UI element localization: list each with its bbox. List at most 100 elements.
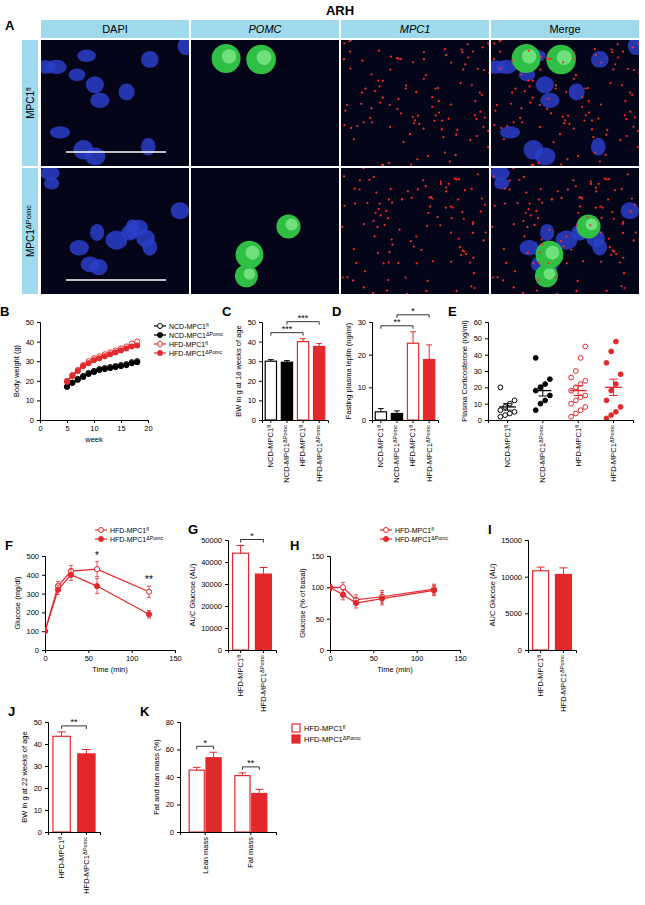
text-part: HFD-MPC1: [169, 350, 205, 357]
mpc1-dot: [360, 103, 362, 105]
error-bar: [330, 584, 332, 590]
tick: 60: [474, 318, 488, 327]
tick-mark: [225, 606, 228, 607]
legend-marker: [158, 351, 163, 356]
mpc1-dot: [499, 50, 501, 52]
mpc1-dot: [591, 120, 593, 122]
mpc1-dot: [389, 69, 391, 71]
mpc1-dot: [458, 238, 460, 240]
mpc1-dot: [607, 198, 609, 200]
mpc1-dot: [566, 158, 568, 160]
mpc1-dot: [427, 155, 429, 157]
mpc1-dot: [456, 178, 458, 180]
mpc1-dot: [416, 158, 418, 160]
mpc1-dot: [343, 205, 345, 207]
data-point: [81, 364, 86, 369]
tick-label: 20: [26, 377, 34, 386]
legend-marker: [99, 528, 104, 533]
mpc1-dot: [484, 116, 486, 118]
tick-mark: [259, 381, 262, 382]
data-point: [614, 382, 619, 387]
pomc-cell: [576, 214, 600, 238]
tick-label: 150: [454, 654, 467, 663]
nucleus: [44, 177, 59, 189]
legend-label: HFD-MPC1ΔPomc: [304, 735, 361, 744]
mpc1-dot: [609, 82, 611, 84]
tick: NCD-MPC1ΔPomc: [538, 420, 547, 483]
mpc1-dot: [459, 82, 461, 84]
mpc1-dot: [488, 71, 489, 73]
tick-label: 10: [474, 400, 482, 409]
plot-area: [45, 562, 152, 634]
mpc1-dot: [382, 164, 384, 166]
tick: 50: [474, 334, 488, 343]
mpc1-dot: [609, 246, 611, 248]
mpc1-dot: [417, 115, 419, 117]
tick-label: 40: [166, 773, 174, 782]
mpc1-dot: [378, 85, 380, 87]
tick: 50: [316, 615, 330, 624]
mpc1-dot: [452, 207, 454, 209]
mpc1-dot: [379, 202, 381, 204]
pomc-cell: [546, 246, 560, 260]
text-part: MPC1: [25, 91, 36, 119]
axis-line: [41, 421, 149, 424]
mpc1-dot: [567, 188, 569, 190]
tick-mark: [460, 650, 461, 653]
mpc1-dot: [496, 276, 498, 278]
mpc1-dot: [521, 121, 523, 123]
tick: 80: [166, 718, 180, 727]
mpc1-dot: [600, 261, 602, 263]
mpc1-dot: [595, 207, 597, 209]
mpc1-dot: [423, 51, 425, 53]
tick-label: 0: [478, 416, 482, 425]
tick-label: 20: [474, 383, 482, 392]
legend-item: HFD-MPC1ΔPomc: [95, 535, 163, 543]
legend-marker: [158, 333, 163, 338]
text-part: HFD-MPC1: [574, 428, 583, 467]
nucleus: [621, 202, 639, 219]
nucleus: [50, 126, 70, 138]
mpc1-dot: [539, 104, 541, 106]
tick-label: 40: [26, 338, 34, 347]
tick-label: NCD-MPC1ΔPomc: [538, 425, 547, 483]
tick: HFD-MPC1fl: [236, 650, 245, 697]
mpc1-dot: [585, 114, 587, 116]
error-bar: [574, 386, 582, 396]
tick: NCD-MPC1ΔPomc: [282, 420, 291, 483]
tick-mark: [303, 420, 304, 423]
data-point: [573, 369, 578, 374]
panel-title: ARH: [326, 3, 354, 18]
data-point: [547, 377, 552, 382]
text-part: HFD-MPC1: [110, 527, 146, 534]
legend-label: HFD-MPC1ΔPomc: [169, 349, 222, 357]
mpc1-dot: [577, 155, 579, 157]
data-point: [543, 398, 548, 403]
mpc1-dot: [547, 98, 549, 100]
tick-label: 150: [169, 654, 182, 663]
mpc1-dot: [425, 290, 427, 292]
plot-area: [189, 752, 267, 832]
tick: HFD-MPC1fl: [57, 832, 66, 879]
tick: 50: [34, 718, 48, 727]
mpc1-dot: [573, 78, 575, 80]
mpc1-dot: [386, 289, 388, 291]
data-point: [583, 405, 588, 410]
tick-mark: [525, 613, 528, 614]
mpc1-dot: [372, 292, 374, 294]
tick-mark: [177, 722, 180, 723]
mpc1-dot: [343, 42, 345, 44]
mpc1-dot: [426, 225, 428, 227]
mpc1-dot: [412, 61, 414, 63]
legend: HFD-MPC1flHFD-MPC1ΔPomc: [292, 724, 361, 744]
tick-mark: [380, 420, 381, 423]
tick-mark: [327, 650, 330, 651]
significance-label: **: [393, 317, 401, 327]
tick-label: 20: [248, 377, 256, 386]
legend-marker: [99, 537, 104, 542]
mpc1-dot: [509, 179, 511, 181]
mpc1-dot: [546, 108, 548, 110]
tick-mark: [177, 750, 180, 751]
mpc1-dot: [493, 124, 495, 126]
mpc1-dot: [632, 126, 634, 128]
